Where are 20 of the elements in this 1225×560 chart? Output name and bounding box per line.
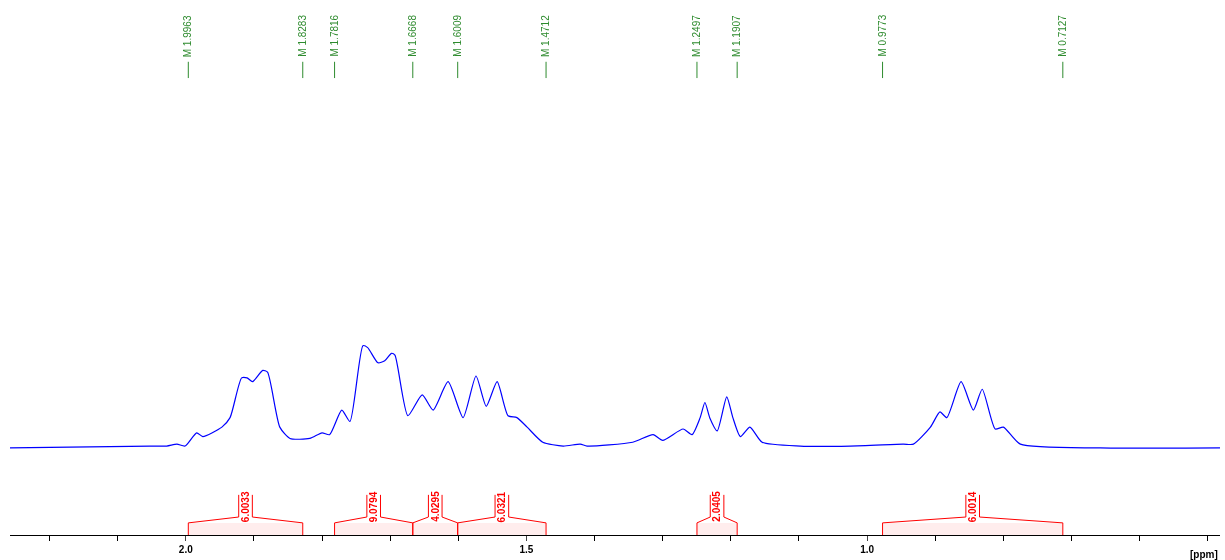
- ref-line-label: M 0.7127: [1056, 14, 1068, 57]
- x-tick-label: 2.0: [178, 544, 194, 555]
- x-tick-label: 1.5: [519, 544, 534, 555]
- band-label: 4.0295: [429, 490, 441, 522]
- ref-line-label: M 1.6009: [451, 14, 463, 57]
- ref-line-label: M 1.9963: [182, 15, 194, 58]
- ref-line-label: M 1.8283: [296, 14, 308, 57]
- ref-line-label: M 1.7816: [328, 14, 340, 57]
- band-label: 6.0321: [496, 491, 508, 523]
- band-label: 2.0405: [711, 490, 723, 522]
- ref-line-label: M 1.2497: [691, 14, 703, 57]
- ref-line-label: M 0.9773: [876, 14, 888, 57]
- ref-line-label: M 1.6668: [406, 14, 418, 57]
- x-axis-title: [ppm]: [1190, 549, 1218, 560]
- band-label: 6.0033: [239, 491, 251, 523]
- ref-line-label: M 1.4712: [540, 14, 552, 57]
- x-tick-label: 1.0: [860, 544, 875, 555]
- ref-line-label: M 1.1907: [731, 14, 743, 58]
- band-label: 6.0014: [967, 491, 979, 523]
- band-label: 9.0794: [368, 491, 380, 523]
